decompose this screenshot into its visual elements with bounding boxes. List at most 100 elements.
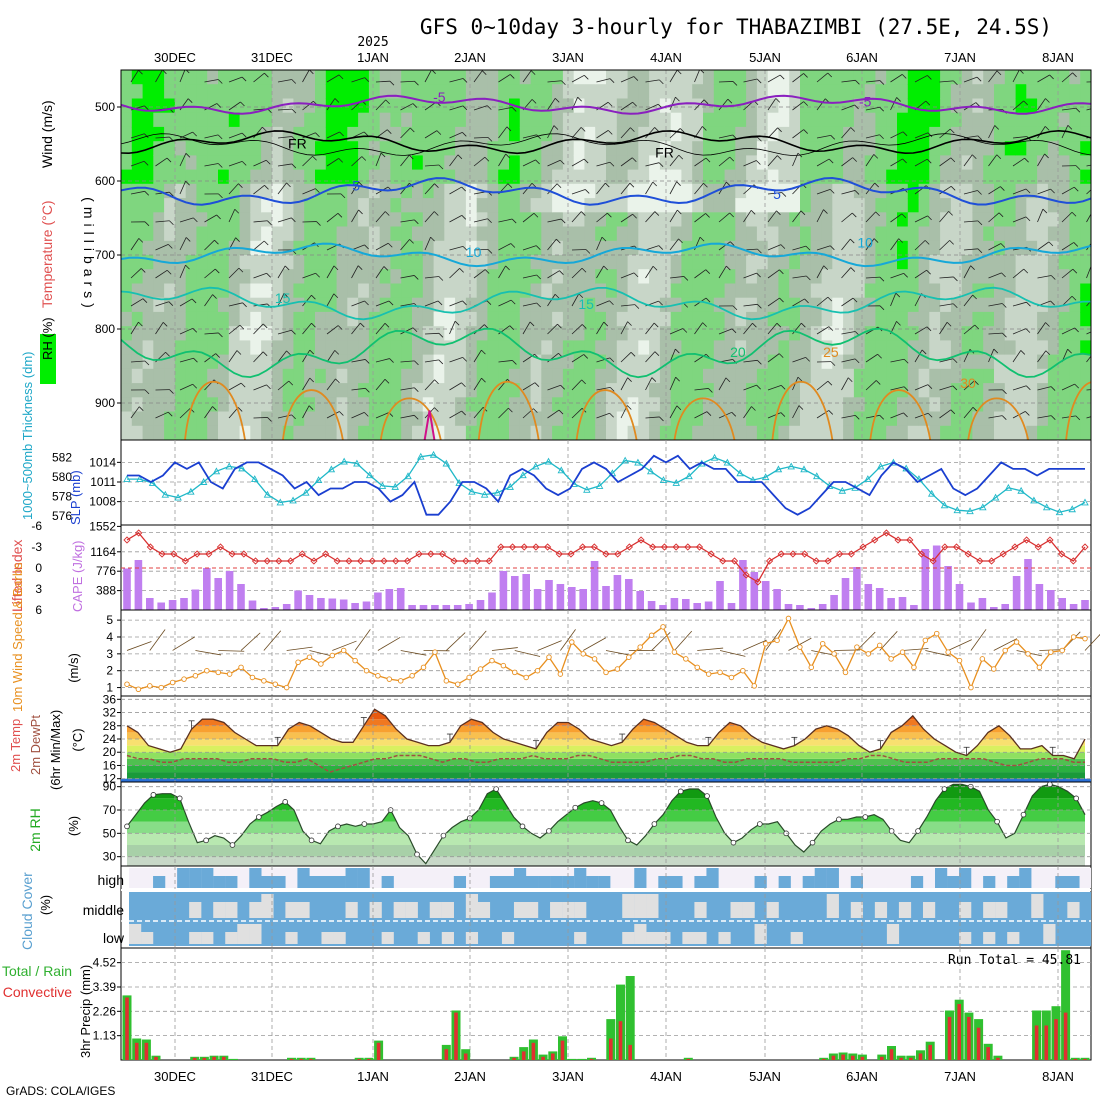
rh-cell bbox=[573, 297, 586, 313]
rh-cell bbox=[1058, 411, 1071, 427]
rh-cell bbox=[627, 112, 639, 128]
cape-bar bbox=[739, 560, 747, 610]
wind-barb bbox=[719, 650, 746, 657]
rh-cell bbox=[390, 84, 402, 99]
wind-barb bbox=[865, 276, 880, 279]
rh-cell bbox=[940, 198, 952, 213]
rh-cell bbox=[907, 340, 920, 356]
rh-cell bbox=[670, 212, 683, 228]
cloud-cell bbox=[959, 932, 972, 944]
wind-barb bbox=[972, 407, 978, 412]
wind-point bbox=[785, 615, 792, 622]
rh-cell bbox=[121, 340, 133, 356]
rh-cell bbox=[412, 255, 424, 270]
rh-cell bbox=[1037, 183, 1049, 199]
cape-bar bbox=[146, 598, 154, 610]
wind-point bbox=[945, 649, 951, 655]
rh-cell bbox=[1015, 226, 1027, 242]
rh-cell bbox=[1015, 212, 1027, 228]
cape-bar bbox=[625, 579, 633, 610]
wind-barb bbox=[400, 127, 411, 139]
rh-cell bbox=[864, 141, 877, 156]
rh-cell bbox=[703, 297, 715, 313]
rh-cell bbox=[401, 240, 413, 256]
rh-cell bbox=[541, 297, 553, 313]
rh-cell bbox=[972, 255, 984, 270]
rh-cell bbox=[735, 169, 747, 185]
rh-cell bbox=[1080, 411, 1091, 427]
rh-cell bbox=[293, 283, 305, 299]
wind-barb bbox=[168, 301, 174, 306]
rh-cell bbox=[153, 112, 165, 128]
wind-barb bbox=[902, 131, 908, 137]
wind-barb bbox=[144, 133, 149, 138]
rh-cell bbox=[422, 84, 435, 99]
rh-cell bbox=[584, 240, 596, 256]
thickness-point bbox=[761, 473, 770, 481]
wind-barb bbox=[241, 76, 247, 82]
precip-conv-bar bbox=[154, 1056, 158, 1060]
rh-cell bbox=[131, 198, 144, 213]
li-tick-label: 0 bbox=[35, 561, 42, 575]
wind-barb bbox=[253, 323, 264, 335]
rh-cell bbox=[142, 240, 154, 256]
rh-cell bbox=[800, 240, 812, 256]
rh-cell bbox=[853, 155, 866, 171]
thickness-point bbox=[966, 507, 974, 515]
rh-cell bbox=[1026, 84, 1038, 99]
li-point bbox=[462, 557, 470, 565]
rh2m-unit: (%) bbox=[66, 816, 81, 836]
rh-cell bbox=[886, 397, 898, 413]
rh-cell bbox=[843, 368, 855, 384]
wind-point bbox=[637, 644, 643, 650]
rh-cell bbox=[929, 425, 941, 440]
rh-cell bbox=[616, 98, 629, 114]
rh-cell bbox=[897, 269, 909, 284]
rh-cell bbox=[606, 425, 618, 440]
cloud-cell bbox=[1067, 876, 1080, 888]
rh-cell bbox=[164, 269, 176, 284]
rh-cell bbox=[433, 98, 445, 114]
rh-cell bbox=[606, 169, 618, 185]
rh-cell bbox=[778, 397, 790, 413]
rh-cell bbox=[1058, 155, 1071, 171]
rh-cell bbox=[1069, 397, 1081, 413]
wind-barb bbox=[571, 74, 585, 83]
wind-barb bbox=[291, 136, 297, 141]
rh-cell bbox=[412, 84, 424, 99]
rh-cell bbox=[606, 70, 618, 85]
rh-cell bbox=[681, 212, 693, 228]
rh-cell bbox=[325, 198, 338, 213]
rh-cell bbox=[368, 141, 381, 156]
rh-cell bbox=[778, 212, 790, 228]
thickness-point bbox=[314, 476, 323, 484]
rh-cell bbox=[638, 112, 650, 128]
rh-cell bbox=[552, 141, 564, 156]
wind-barb bbox=[486, 300, 492, 305]
wind-barb bbox=[828, 410, 834, 415]
thickness-point bbox=[199, 478, 208, 485]
wind-barb bbox=[375, 412, 390, 419]
rh-cell bbox=[153, 425, 165, 440]
cape-bar bbox=[887, 598, 895, 610]
rh-cell bbox=[810, 354, 823, 370]
rh-cell bbox=[627, 340, 639, 356]
wind-barb bbox=[354, 629, 371, 651]
wind-barb bbox=[302, 100, 314, 111]
top-date-label: 3JAN bbox=[552, 50, 584, 65]
temp-band bbox=[127, 772, 1085, 779]
rh-cell bbox=[293, 297, 305, 313]
rh-cell bbox=[1080, 183, 1091, 199]
rh-cell bbox=[735, 411, 747, 427]
rh-cell bbox=[131, 169, 144, 185]
wind-barb bbox=[571, 324, 583, 335]
wind-barb bbox=[950, 157, 956, 163]
rh-cell bbox=[261, 70, 273, 85]
wind-barb bbox=[609, 78, 615, 83]
rh-cell bbox=[994, 212, 1006, 228]
rh-cell bbox=[174, 397, 187, 413]
rh-cell bbox=[218, 368, 230, 384]
wind-point bbox=[295, 659, 301, 666]
rh-cell bbox=[853, 340, 866, 356]
